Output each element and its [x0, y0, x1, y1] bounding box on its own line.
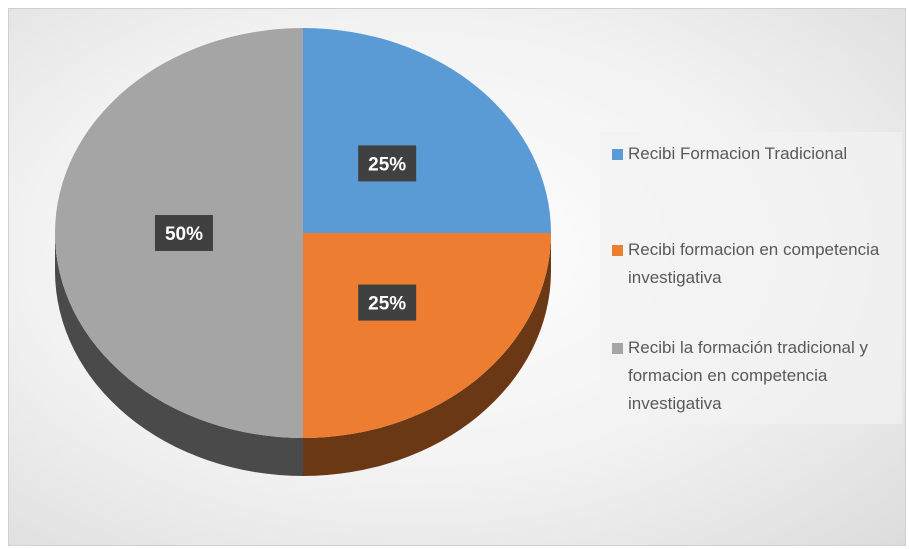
legend-label: Recibi formacion en competencia investig…	[628, 240, 880, 287]
legend-item: Recibi la formación tradicional y formac…	[610, 334, 898, 418]
legend-item: Recibi formacion en competencia investig…	[610, 236, 898, 292]
slice	[303, 28, 551, 233]
data-label-box	[154, 215, 213, 251]
legend-label: Recibi Formacion Tradicional	[628, 144, 848, 163]
data-label-box	[358, 284, 417, 321]
data-label: 25%	[368, 294, 406, 315]
legend-label: Recibi la formación tradicional y formac…	[628, 338, 868, 413]
data-label: 50%	[165, 224, 203, 245]
slice-side	[303, 233, 551, 476]
slice	[303, 233, 551, 438]
legend: Recibi Formacion Tradicional Recibi forma…	[600, 132, 902, 424]
slice-side	[55, 233, 303, 476]
legend-swatch	[612, 343, 623, 354]
legend-swatch	[612, 245, 623, 256]
data-label: 25%	[368, 154, 406, 175]
legend-swatch	[612, 149, 623, 160]
legend-item: Recibi Formacion Tradicional	[610, 140, 898, 168]
data-label-box	[358, 145, 417, 182]
